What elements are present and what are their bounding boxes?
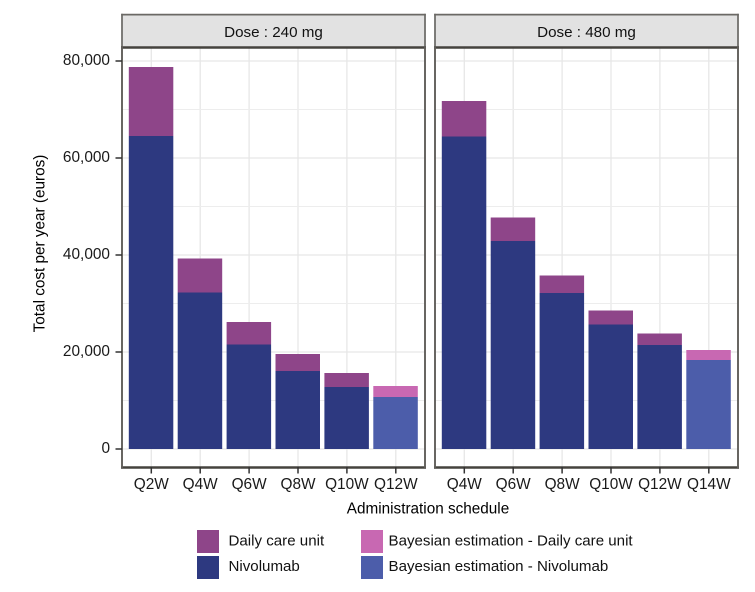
svg-text:Q6W: Q6W bbox=[496, 476, 532, 493]
svg-text:Q8W: Q8W bbox=[280, 476, 316, 493]
svg-text:Q8W: Q8W bbox=[545, 476, 581, 493]
svg-text:80,000: 80,000 bbox=[63, 52, 110, 69]
svg-text:Q12W: Q12W bbox=[638, 476, 682, 493]
svg-text:Dose : 240 mg: Dose : 240 mg bbox=[224, 24, 323, 41]
svg-text:Q2W: Q2W bbox=[134, 476, 170, 493]
svg-text:Q14W: Q14W bbox=[687, 476, 731, 493]
svg-text:Q6W: Q6W bbox=[232, 476, 268, 493]
svg-text:Q10W: Q10W bbox=[325, 476, 369, 493]
svg-text:Bayesian estimation - Nivoluma: Bayesian estimation - Nivolumab bbox=[389, 558, 609, 575]
svg-text:Q10W: Q10W bbox=[589, 476, 633, 493]
svg-text:Nivolumab: Nivolumab bbox=[229, 558, 300, 575]
svg-text:40,000: 40,000 bbox=[63, 246, 110, 263]
svg-text:0: 0 bbox=[101, 440, 110, 457]
svg-text:Total cost per year (euros): Total cost per year (euros) bbox=[32, 155, 49, 333]
svg-text:Q4W: Q4W bbox=[447, 476, 483, 493]
svg-text:Daily care unit: Daily care unit bbox=[229, 533, 325, 550]
svg-text:Bayesian estimation - Daily ca: Bayesian estimation - Daily care unit bbox=[389, 533, 634, 550]
svg-text:Dose : 480 mg: Dose : 480 mg bbox=[537, 24, 636, 41]
svg-text:20,000: 20,000 bbox=[63, 343, 110, 360]
svg-text:Administration schedule: Administration schedule bbox=[347, 501, 509, 518]
svg-text:Q12W: Q12W bbox=[374, 476, 418, 493]
svg-text:60,000: 60,000 bbox=[63, 149, 110, 166]
svg-text:Q4W: Q4W bbox=[183, 476, 219, 493]
